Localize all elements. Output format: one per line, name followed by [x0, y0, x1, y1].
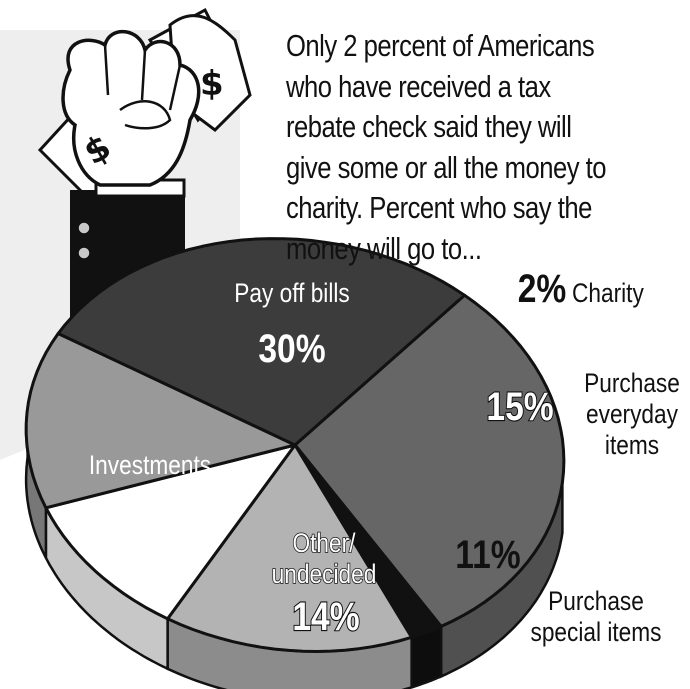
category-label-purchase_everyday_items: Purchase: [584, 368, 680, 398]
category-label-other_undecided: Other/: [292, 528, 355, 558]
pie-slice-purchase_everyday_items: [166, 443, 414, 653]
category-label-pay_off_bills: Pay off bills: [234, 278, 350, 308]
category-label-other_undecided: undecided: [272, 559, 377, 589]
category-label-investments: Investments: [89, 450, 211, 480]
category-label-purchase_everyday_items: items: [605, 430, 659, 460]
pie-slice-other_undecided: [24, 332, 297, 510]
headline: Only 2 percent of Americans who have rec…: [286, 29, 607, 266]
value-label-investments: 28%: [116, 497, 183, 541]
dollar-sign-icon: $: [200, 64, 224, 104]
value-label-purchase_special_items: 11%: [455, 532, 520, 576]
value-label-pay_off_bills: 30%: [258, 326, 325, 370]
value-label-purchase_everyday_items: 15%: [486, 384, 553, 428]
pie-top: [24, 237, 566, 653]
pie-labels: 30%Pay off bills 2% Charity15%Purchaseever…: [89, 266, 680, 647]
pie-slice-charity: [293, 443, 443, 639]
pie-slice-pay_off_bills: [293, 293, 566, 628]
category-label-purchase_special_items: Purchase: [548, 586, 644, 616]
category-label-charity: Charity: [572, 278, 644, 308]
pie-slice-purchase_special_items: [44, 443, 297, 621]
value-label-other_undecided: 14%: [292, 594, 359, 638]
category-label-purchase_special_items: special items: [530, 617, 661, 647]
pie-sides: [24, 407, 564, 689]
pie-slice-investments: [56, 237, 466, 447]
category-label-purchase_everyday_items: everyday: [586, 399, 678, 429]
value-label-charity: 2%: [518, 266, 567, 310]
